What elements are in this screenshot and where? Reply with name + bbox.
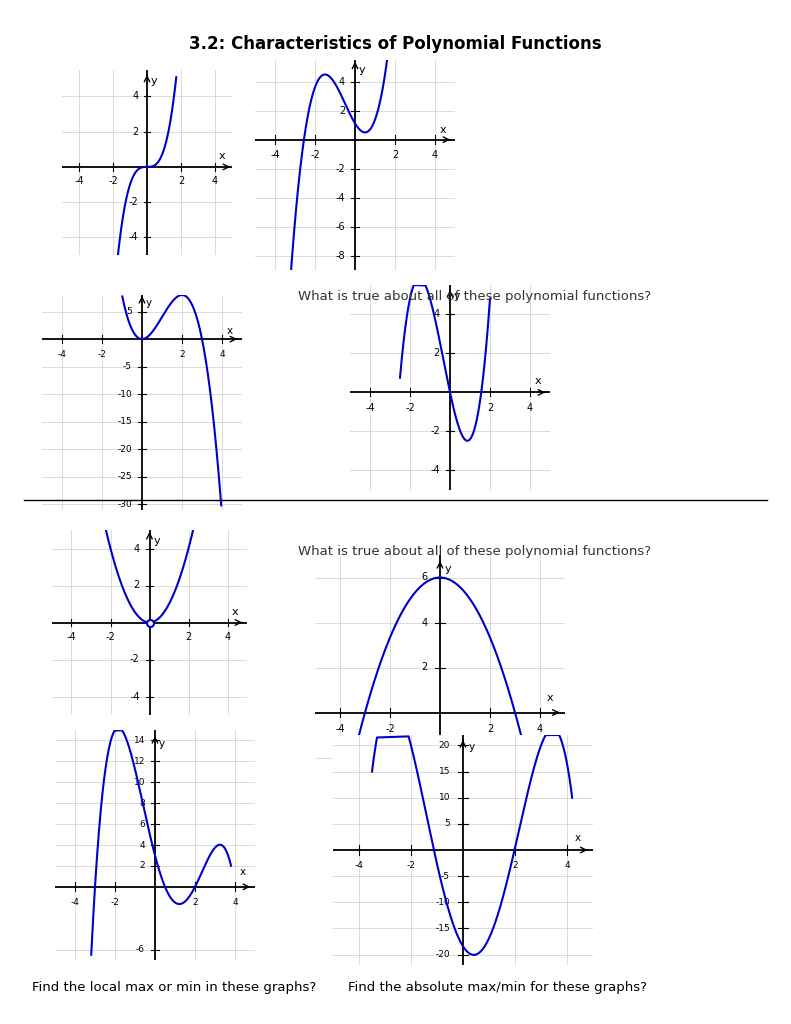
Text: -5: -5	[441, 871, 450, 881]
Text: -30: -30	[117, 500, 132, 509]
Text: -10: -10	[435, 898, 450, 907]
Text: 6: 6	[139, 819, 145, 828]
Text: 4: 4	[432, 151, 438, 160]
Text: 3.2: Characteristics of Polynomial Functions: 3.2: Characteristics of Polynomial Funct…	[189, 35, 602, 53]
Text: y: y	[359, 65, 365, 75]
Text: 4: 4	[212, 176, 218, 186]
Text: 2: 2	[180, 350, 185, 358]
Text: -4: -4	[131, 691, 140, 701]
Text: y: y	[150, 76, 157, 86]
Text: -2: -2	[407, 861, 415, 870]
Text: 4: 4	[132, 91, 138, 101]
Text: What is true about all of these polynomial functions?: What is true about all of these polynomi…	[298, 290, 651, 303]
Text: -2: -2	[310, 151, 320, 160]
Text: 4: 4	[219, 350, 225, 358]
Text: -2: -2	[129, 198, 138, 207]
Text: x: x	[227, 327, 233, 337]
Text: -6: -6	[136, 945, 145, 954]
Text: -4: -4	[129, 232, 138, 243]
Text: -2: -2	[335, 164, 345, 174]
Text: 2: 2	[422, 663, 427, 673]
Text: 4: 4	[134, 544, 140, 554]
Text: 2: 2	[132, 127, 138, 136]
Text: 10: 10	[134, 778, 145, 786]
Text: -2: -2	[430, 426, 440, 436]
Text: 10: 10	[438, 794, 450, 802]
Text: -25: -25	[117, 472, 132, 481]
Text: 2: 2	[192, 898, 198, 907]
Text: x: x	[218, 152, 225, 161]
Text: y: y	[454, 292, 460, 301]
Text: y: y	[468, 742, 475, 752]
Text: 2: 2	[185, 632, 191, 642]
Text: -4: -4	[335, 724, 345, 734]
Text: -2: -2	[111, 898, 119, 907]
Text: -4: -4	[66, 632, 76, 642]
Text: 2: 2	[134, 581, 140, 591]
Text: 4: 4	[564, 861, 570, 870]
Text: 6: 6	[422, 572, 427, 583]
Text: y: y	[445, 564, 452, 574]
Text: x: x	[547, 693, 554, 703]
Text: -10: -10	[117, 390, 132, 398]
Text: x: x	[535, 376, 541, 386]
Text: y: y	[153, 536, 160, 546]
Text: Find the local max or min in these graphs?: Find the local max or min in these graph…	[32, 981, 316, 994]
Text: 4: 4	[434, 309, 440, 319]
Text: -2: -2	[108, 176, 118, 186]
Text: -4: -4	[430, 466, 440, 475]
Text: Find the absolute max/min for these graphs?: Find the absolute max/min for these grap…	[348, 981, 647, 994]
Text: -5: -5	[123, 362, 132, 371]
Text: -2: -2	[385, 724, 395, 734]
Text: 2: 2	[392, 151, 398, 160]
Text: -4: -4	[70, 898, 79, 907]
Text: 4: 4	[537, 724, 543, 734]
Text: -20: -20	[435, 950, 450, 959]
Text: x: x	[240, 867, 246, 878]
Text: 12: 12	[134, 757, 145, 766]
Text: 4: 4	[139, 841, 145, 850]
Text: 2: 2	[487, 724, 493, 734]
Text: -4: -4	[74, 176, 84, 186]
Text: -8: -8	[335, 251, 345, 260]
Text: y: y	[146, 298, 152, 307]
Text: 15: 15	[438, 767, 450, 776]
Text: 4: 4	[527, 402, 533, 413]
Text: -4: -4	[58, 350, 66, 358]
Text: -4: -4	[271, 151, 280, 160]
Text: -4: -4	[335, 193, 345, 203]
Text: 2: 2	[513, 861, 518, 870]
Text: -2: -2	[418, 753, 427, 763]
Text: 2: 2	[487, 402, 493, 413]
Text: -2: -2	[130, 654, 140, 665]
Text: 5: 5	[445, 819, 450, 828]
Text: 2: 2	[433, 348, 440, 358]
Text: -15: -15	[435, 924, 450, 933]
Text: What is true about all of these polynomial functions?: What is true about all of these polynomi…	[298, 545, 651, 558]
Text: 20: 20	[439, 741, 450, 750]
Text: -20: -20	[117, 444, 132, 454]
Text: 2: 2	[178, 176, 184, 186]
Text: 2: 2	[339, 105, 345, 116]
Text: x: x	[574, 834, 581, 843]
Text: 2: 2	[139, 861, 145, 870]
Text: -2: -2	[97, 350, 107, 358]
Text: -15: -15	[117, 418, 132, 426]
Text: 8: 8	[139, 799, 145, 808]
Text: -4: -4	[354, 861, 363, 870]
Text: 5: 5	[127, 307, 132, 316]
Text: 14: 14	[134, 736, 145, 744]
Text: 4: 4	[233, 898, 238, 907]
Text: -4: -4	[365, 402, 375, 413]
Text: -2: -2	[106, 632, 115, 642]
Text: x: x	[232, 607, 239, 616]
Text: 4: 4	[422, 617, 427, 628]
Text: y: y	[159, 739, 165, 750]
Text: 4: 4	[225, 632, 230, 642]
Text: -2: -2	[405, 402, 414, 413]
Text: -6: -6	[335, 221, 345, 231]
Text: x: x	[440, 125, 446, 135]
Text: 4: 4	[339, 77, 345, 87]
